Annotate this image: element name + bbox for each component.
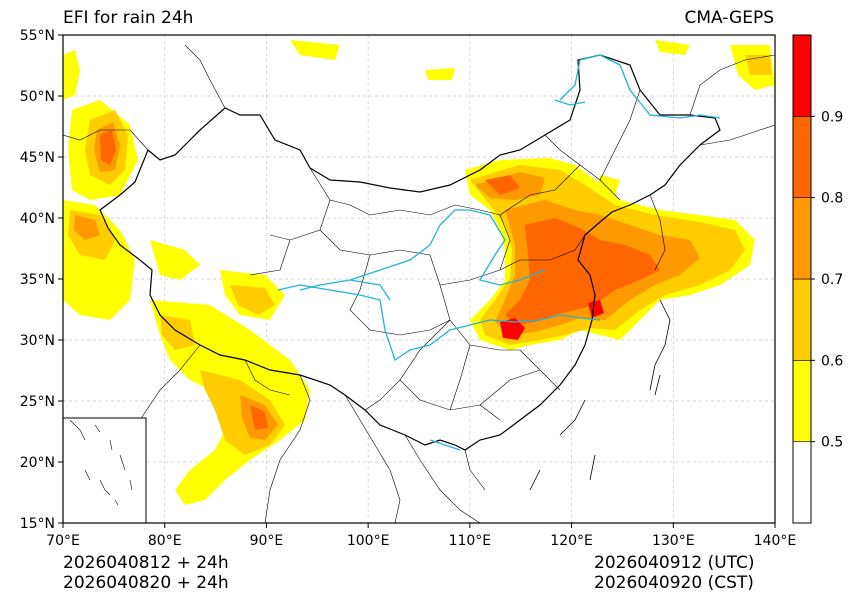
lon-tick-label: 120°E [550, 533, 593, 549]
axis-ticks: 70°E 80°E 90°E 100°E 110°E 120°E 130°E 140°E 15°… [20, 28, 797, 549]
lat-tick-label: 15°N [20, 516, 55, 532]
lon-tick-label: 140°E [754, 533, 797, 549]
colorbar-segment [792, 278, 812, 361]
south-china-sea-inset [62, 417, 147, 524]
lat-tick-label: 20°N [20, 455, 55, 471]
lat-tick-label: 45°N [20, 150, 55, 166]
colorbar-segment [792, 197, 812, 280]
colorbar-label: 0.7 [821, 272, 843, 288]
init-time-cst: 2026040820 + 24h [63, 573, 229, 593]
lon-tick-label: 70°E [46, 533, 80, 549]
colorbar-label: 0.9 [821, 109, 843, 125]
lon-tick-label: 80°E [148, 533, 182, 549]
colorbar-segment [792, 116, 812, 198]
colorbar-segment [792, 360, 812, 442]
valid-time-block: 2026040912 (UTC) 2026040920 (CST) [594, 553, 755, 593]
colorbar: 0.5 0.6 0.7 0.8 0.9 [792, 34, 843, 524]
valid-time-cst: 2026040920 (CST) [594, 573, 754, 593]
boundaries [63, 44, 775, 523]
colorbar-label: 0.5 [821, 435, 843, 451]
colorbar-segment [792, 441, 812, 524]
lon-tick-label: 110°E [449, 533, 492, 549]
lat-tick-label: 50°N [20, 89, 55, 105]
lat-tick-label: 55°N [20, 28, 55, 44]
map-title: EFI for rain 24h [63, 8, 194, 28]
lon-tick-label: 100°E [347, 533, 390, 549]
valid-time-utc: 2026040912 (UTC) [594, 553, 755, 573]
lon-tick-label: 130°E [652, 533, 695, 549]
init-time-utc: 2026040812 + 24h [63, 553, 229, 573]
lat-tick-label: 35°N [20, 272, 55, 288]
colorbar-label: 0.8 [821, 191, 843, 207]
efi-contours [63, 40, 775, 505]
init-time-block: 2026040812 + 24h 2026040820 + 24h [63, 553, 229, 593]
lon-tick-label: 90°E [250, 533, 284, 549]
model-name: CMA-GEPS [684, 8, 774, 28]
rivers [277, 54, 721, 451]
lat-tick-label: 40°N [20, 211, 55, 227]
colorbar-label: 0.6 [821, 353, 843, 369]
lat-tick-label: 30°N [20, 333, 55, 349]
colorbar-segment [792, 34, 812, 117]
lat-tick-label: 25°N [20, 394, 55, 410]
